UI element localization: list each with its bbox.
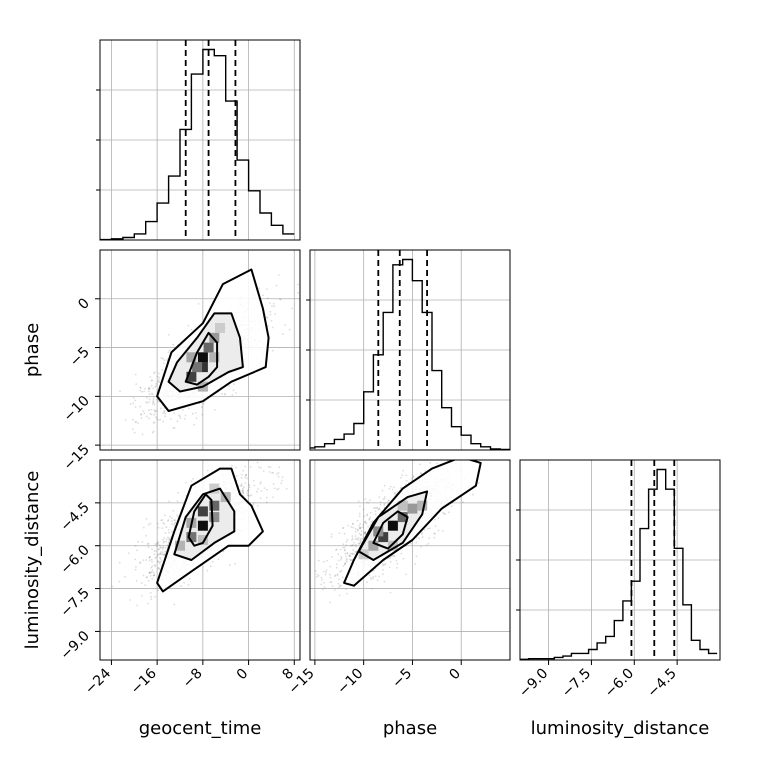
panel-frame [519,459,721,661]
x-tick-label: −16 [128,665,160,697]
x-tick-label: −8 [180,666,206,692]
joint-panel-geocent_time-luminosity_distance [99,459,301,661]
density-cell [209,512,220,523]
x-tick-label: −5 [389,666,415,692]
density-cell [197,362,208,373]
x-tick-label: −7.5 [559,666,594,701]
x-axis-label-luminosity-distance: luminosity_distance [531,718,710,739]
plot-layer [96,39,721,661]
contour-level-1 [343,460,482,587]
contour-level-1 [156,467,264,593]
y-tick-label: −7.5 [57,585,92,620]
x-tick-label: −10 [334,666,366,698]
y-axis-label-phase: phase [22,323,43,377]
panel-frame [309,249,511,451]
panel-frame [99,249,301,451]
histogram-phase [310,258,510,450]
density-cell [209,352,220,363]
density-cell [215,323,225,333]
density-cell [186,352,197,363]
x-axis-label-phase: phase [383,718,437,739]
y-tick-label: 0 [75,295,93,313]
contour-level-2 [167,312,244,393]
density-cell [175,540,185,551]
contour-level-2 [357,490,429,561]
density-cell [368,540,379,551]
y-tick-label: −5 [67,344,93,370]
density-cell [387,540,398,551]
density-cell [417,500,428,511]
joint-plot-area [310,460,510,660]
x-tick-label: 0 [446,666,464,684]
histogram-geocent_time [100,48,295,240]
density-cell [192,362,203,373]
density-cell [197,352,208,363]
y-tick-label: −9.0 [57,628,92,663]
histogram-luminosity_distance [520,468,718,660]
joint-panel-phase-luminosity_distance [309,459,511,661]
density-cell [378,532,389,543]
density-cell [197,520,208,531]
x-tick-label: −9.0 [516,666,551,701]
y-axis-label-luminosity-distance: luminosity_distance [22,471,43,650]
x-axis-label-geocent-time: geocent_time [139,718,262,739]
density-cell [203,342,214,353]
density-cell [397,500,408,511]
density-cell [397,512,408,523]
joint-plot-area [100,250,300,450]
density-cell [209,483,220,494]
contour-level-3 [184,331,219,386]
contour-level-1 [156,268,270,412]
histogram-panel-luminosity_distance [516,459,721,661]
density-cell [197,535,208,545]
density-cell [209,332,220,343]
histogram-panel-geocent_time [96,39,301,241]
joint-plot-area [100,460,300,660]
panel-frame [99,39,301,241]
panel-frame [309,459,511,661]
x-tick-label: 0 [234,666,252,684]
panel-frame [99,459,301,661]
histogram-panel-phase [306,249,511,451]
density-cell [209,500,220,511]
y-tick-label: −10 [61,393,93,425]
x-tick-label: −4.5 [645,666,680,701]
contour-level-3 [187,493,214,547]
y-tick-label: −4.5 [57,499,92,534]
x-tick-label: −6.0 [602,666,637,701]
density-cell [186,371,197,382]
density-cell [387,520,398,531]
joint-panel-geocent_time-phase [99,249,301,451]
contour-level-2 [173,487,236,561]
x-tick-label: −24 [82,665,114,697]
contour-level-3 [372,510,409,550]
y-tick-label: −15 [61,442,93,474]
y-tick-label: −6.0 [57,542,92,577]
density-cell [197,506,208,517]
density-cell [407,503,418,514]
tick-layer: −24 −16 −8 0 8−15 −10 −5 0 −9.0 −7.5 −6.0 −4.5−15−1… [57,295,679,701]
density-cell [186,532,197,543]
